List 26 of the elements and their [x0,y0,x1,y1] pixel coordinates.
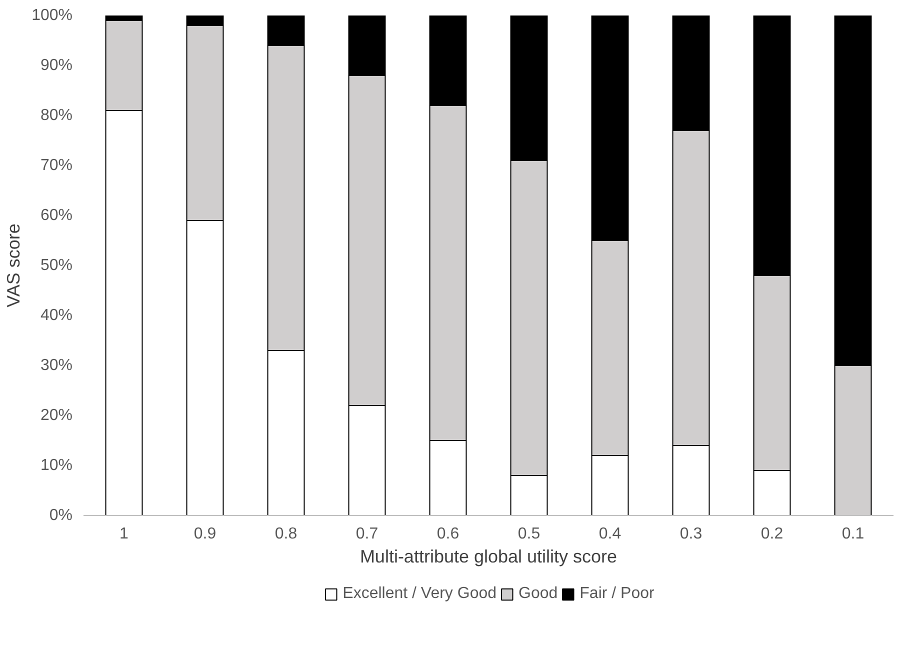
y-tick-label: 80% [40,107,73,124]
x-tick-label: 0.2 [760,526,784,542]
x-tick-label: 0.1 [842,526,864,542]
x-tick-label: 1 [120,526,129,542]
y-tick-label: 90% [40,57,73,74]
x-tick-label: 0.6 [436,526,460,542]
y-tick-label: 50% [40,257,73,274]
x-tick-label: 0.8 [274,526,298,542]
legend-label: Fair / Poor [580,585,654,603]
x-tick-label: 0.4 [598,526,622,542]
y-tick-label: 70% [40,157,73,174]
y-tick-label: 0% [49,507,72,524]
legend-label: Good [518,585,558,603]
legend-label: Excellent / Very Good [342,585,497,603]
x-axis-title: Multi-attribute global utility score [360,546,618,566]
y-tick-label: 10% [40,457,73,474]
y-tick-label: 20% [40,407,73,424]
y-tick-label: 100% [32,7,72,24]
y-tick-label: 30% [40,357,73,374]
x-tick-label: 0.3 [680,526,702,542]
y-axis-title: VAS score [4,224,24,308]
y-tick-label: 40% [40,307,73,324]
y-tick-label: 60% [40,207,73,224]
x-tick-label: 0.5 [518,526,540,542]
x-tick-label: 0.9 [194,526,216,542]
x-tick-label: 0.7 [356,526,378,542]
